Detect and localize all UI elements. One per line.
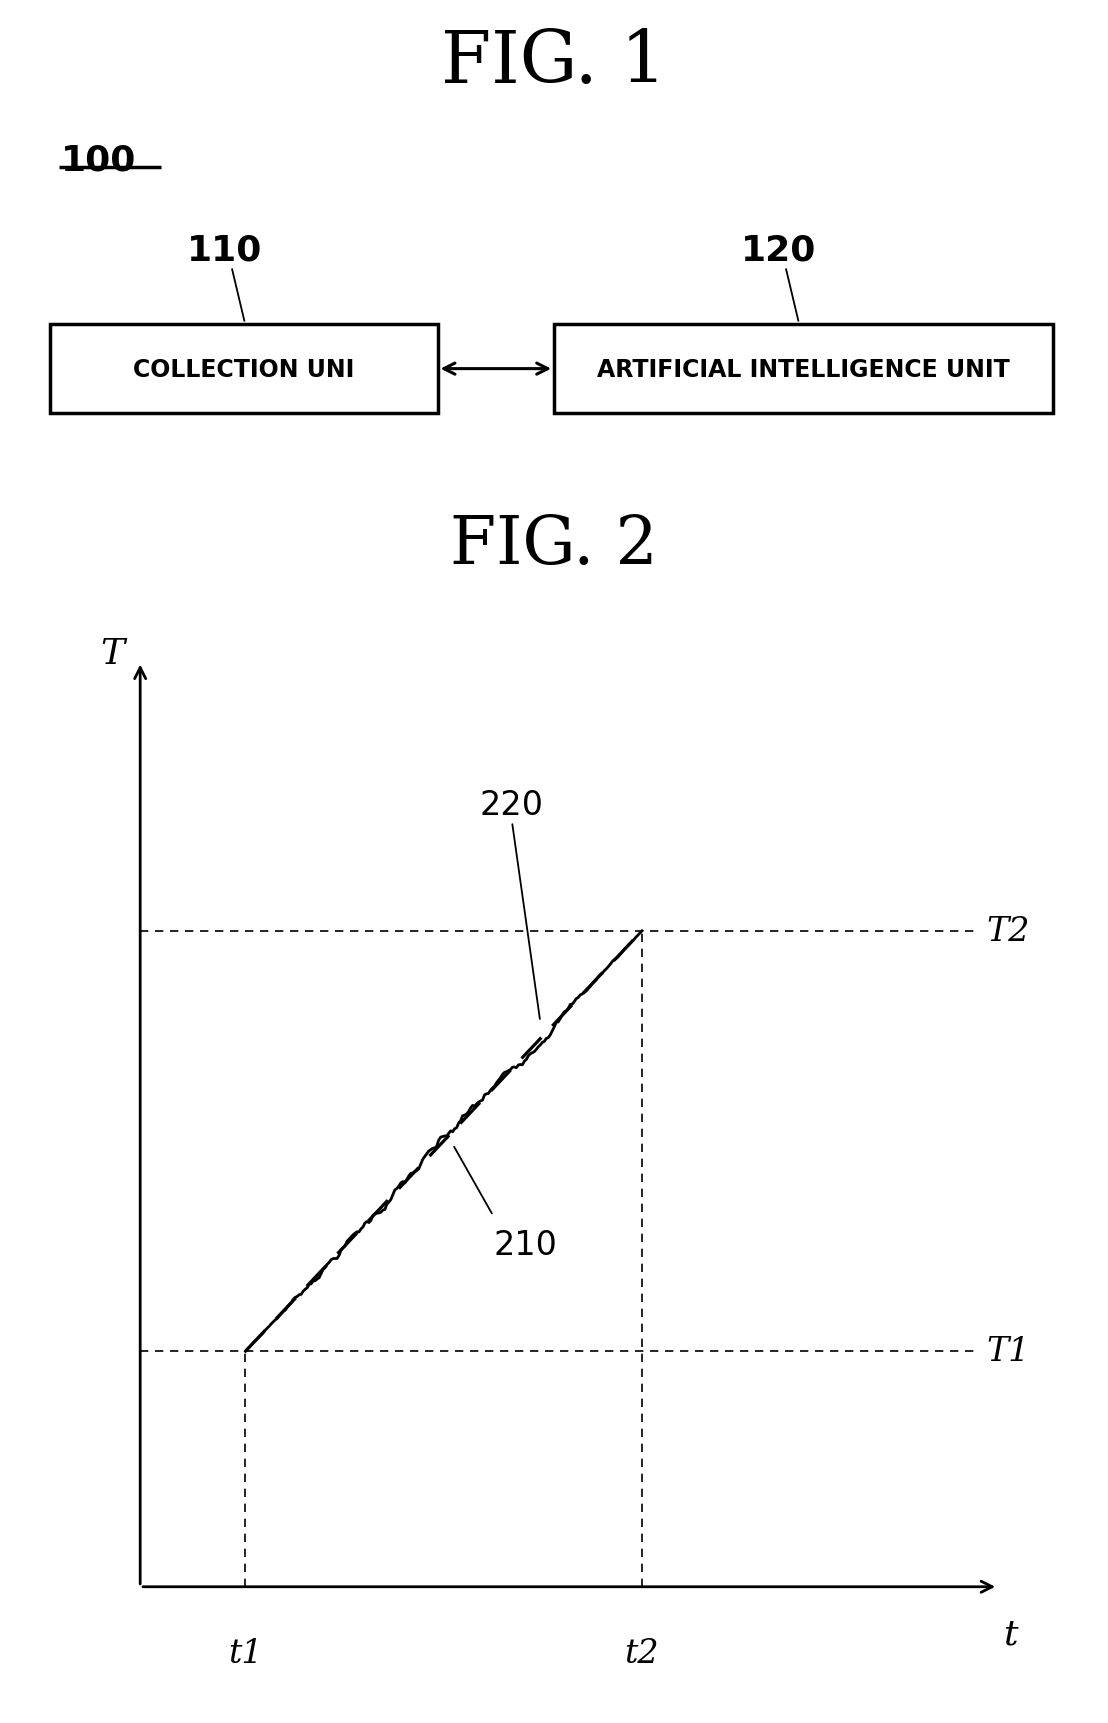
Text: 100: 100: [61, 143, 136, 177]
Bar: [50, 326, 438, 414]
Text: 220: 220: [480, 789, 544, 822]
Text: t1: t1: [228, 1637, 263, 1670]
Text: ARTIFICIAL INTELLIGENCE UNIT: ARTIFICIAL INTELLIGENCE UNIT: [597, 357, 1009, 381]
Text: 110: 110: [186, 233, 263, 267]
Text: FIG. 2: FIG. 2: [450, 512, 658, 577]
Text: t2: t2: [625, 1637, 659, 1670]
Bar: [554, 326, 1053, 414]
Text: COLLECTION UNI: COLLECTION UNI: [133, 357, 355, 381]
Text: T: T: [100, 638, 124, 670]
Text: 120: 120: [740, 233, 817, 267]
Text: T2: T2: [986, 915, 1029, 948]
Text: t: t: [1003, 1616, 1017, 1651]
Text: T1: T1: [986, 1335, 1029, 1368]
Text: FIG. 1: FIG. 1: [441, 28, 667, 98]
Text: 210: 210: [493, 1228, 557, 1261]
